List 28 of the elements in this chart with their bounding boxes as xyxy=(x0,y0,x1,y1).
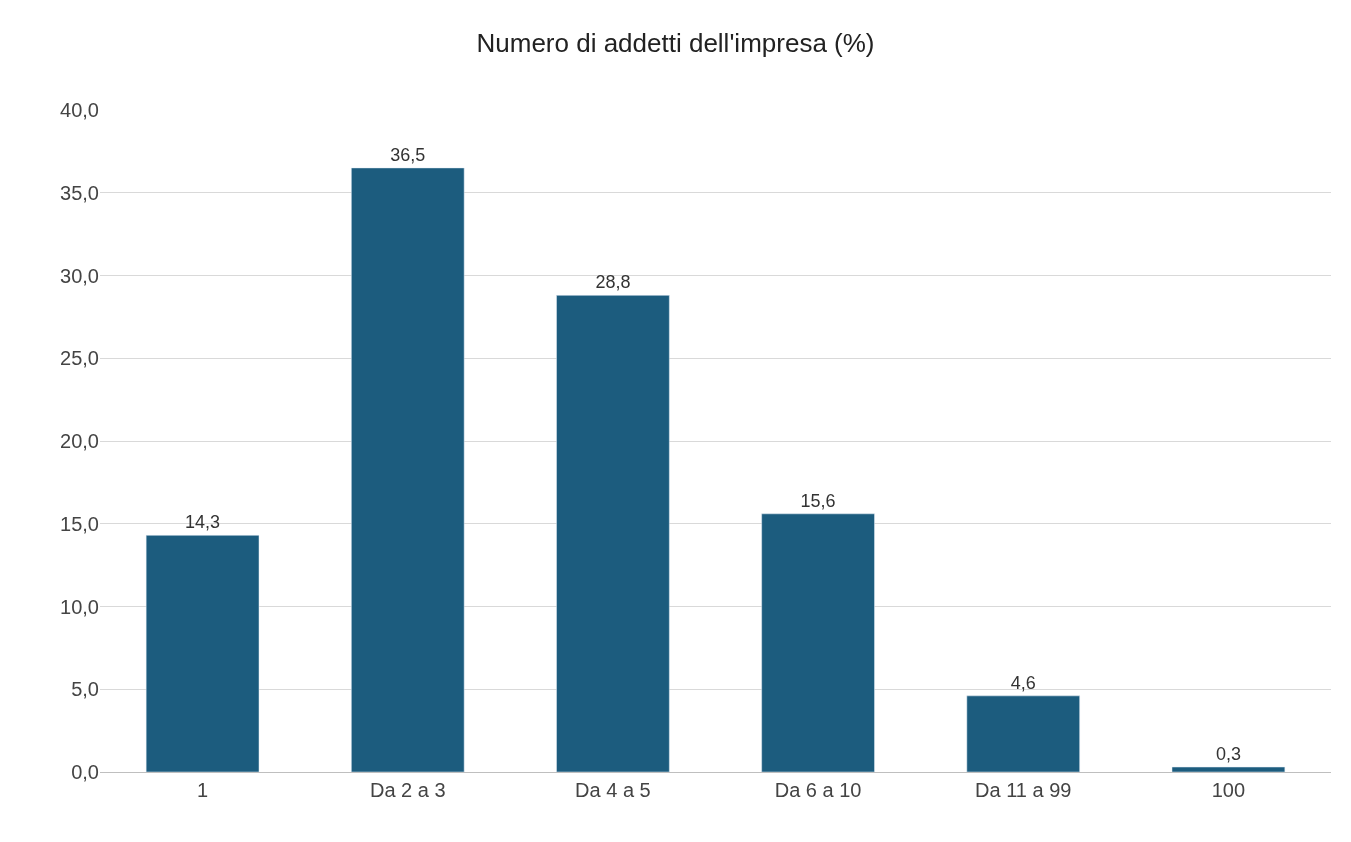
x-tick-label: 1 xyxy=(197,779,209,801)
data-label: 36,5 xyxy=(390,144,426,165)
chart-title: Numero di addetti dell'impresa (%) xyxy=(476,27,875,58)
x-tick-label: Da 11 a 99 xyxy=(975,779,1072,801)
bar xyxy=(145,535,260,772)
x-tick-label: 100 xyxy=(1211,779,1246,801)
y-tick-label: 10,0 xyxy=(60,595,99,618)
x-tick-label: Da 4 a 5 xyxy=(575,779,651,801)
bar xyxy=(966,695,1080,772)
x-tick-label: Da 6 a 10 xyxy=(774,779,862,801)
data-label: 14,3 xyxy=(185,512,221,533)
y-tick-label: 15,0 xyxy=(60,512,99,535)
y-tick-label: 40,0 xyxy=(60,99,99,121)
bar xyxy=(351,167,465,772)
data-label: 0,3 xyxy=(1215,744,1241,765)
bar xyxy=(1171,766,1286,772)
y-tick-label: 0,0 xyxy=(71,761,99,783)
data-label: 4,6 xyxy=(1010,672,1036,693)
bar xyxy=(761,513,875,772)
y-tick-label: 20,0 xyxy=(60,430,99,452)
y-tick-label: 25,0 xyxy=(60,347,99,370)
x-tick-label: Da 2 a 3 xyxy=(369,779,446,801)
y-tick-label: 5,0 xyxy=(71,678,99,701)
bar xyxy=(556,295,670,772)
data-label: 15,6 xyxy=(800,490,836,511)
y-tick-label: 35,0 xyxy=(60,181,99,204)
y-tick-label: 30,0 xyxy=(60,264,99,287)
data-label: 28,8 xyxy=(595,272,631,293)
